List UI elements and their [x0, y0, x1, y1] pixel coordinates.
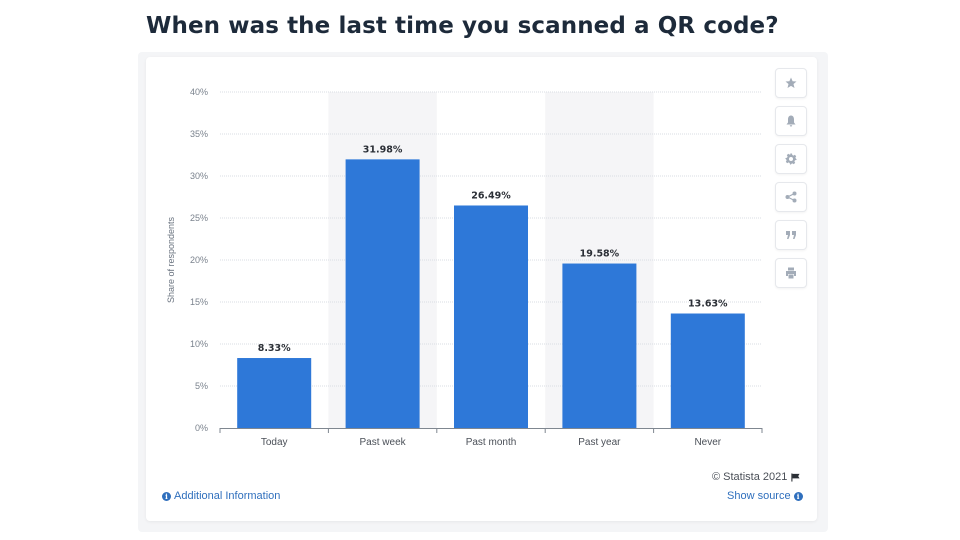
y-tick-label: 0%: [195, 423, 208, 433]
favorite-button[interactable]: [775, 68, 807, 98]
gear-icon: [785, 153, 797, 165]
bell-icon: [786, 115, 796, 127]
star-icon: [785, 77, 797, 88]
x-tick-label: Never: [694, 437, 721, 448]
settings-button[interactable]: [775, 144, 807, 174]
data-label: 8.33%: [258, 343, 291, 354]
bar: [670, 313, 745, 428]
x-tick-label: Past year: [578, 437, 621, 448]
show-source-label: Show source: [727, 490, 791, 502]
y-tick-label: 20%: [190, 255, 208, 265]
additional-information-link[interactable]: i Additional Information: [162, 490, 280, 502]
x-tick-label: Past month: [466, 437, 517, 448]
info-icon: i: [793, 491, 803, 501]
y-tick-label: 15%: [190, 297, 208, 307]
data-label: 13.63%: [688, 299, 728, 310]
x-tick-label: Past week: [360, 437, 407, 448]
bar: [454, 205, 528, 428]
cite-button[interactable]: [775, 220, 807, 250]
bar: [237, 358, 312, 428]
data-label: 19.58%: [580, 249, 620, 260]
info-icon: i: [162, 491, 171, 501]
y-tick-label: 25%: [190, 213, 208, 223]
print-icon: [786, 267, 796, 279]
x-tick-label: Today: [261, 437, 288, 448]
show-source-link[interactable]: Show source i: [727, 490, 803, 502]
bar: [345, 159, 420, 429]
flag-icon: [791, 472, 800, 482]
statista-credit[interactable]: © Statista 2021: [712, 471, 800, 483]
y-tick-label: 5%: [195, 381, 208, 391]
chart-toolbar: [775, 68, 807, 296]
quote-icon: [786, 231, 796, 239]
y-axis-title: Share of respondents: [166, 216, 176, 304]
print-button[interactable]: [775, 258, 807, 288]
share-icon: [785, 191, 797, 203]
y-tick-label: 10%: [190, 339, 208, 349]
notification-button[interactable]: [775, 106, 807, 136]
page-title: When was the last time you scanned a QR …: [146, 13, 779, 39]
data-label: 31.98%: [363, 144, 403, 155]
y-tick-label: 30%: [190, 171, 208, 181]
bar: [562, 263, 637, 428]
y-tick-label: 35%: [190, 129, 208, 139]
credit-text: © Statista 2021: [712, 471, 788, 483]
additional-information-label: Additional Information: [174, 490, 281, 502]
data-label: 26.49%: [471, 190, 511, 201]
y-tick-label: 40%: [190, 87, 208, 97]
share-button[interactable]: [775, 182, 807, 212]
